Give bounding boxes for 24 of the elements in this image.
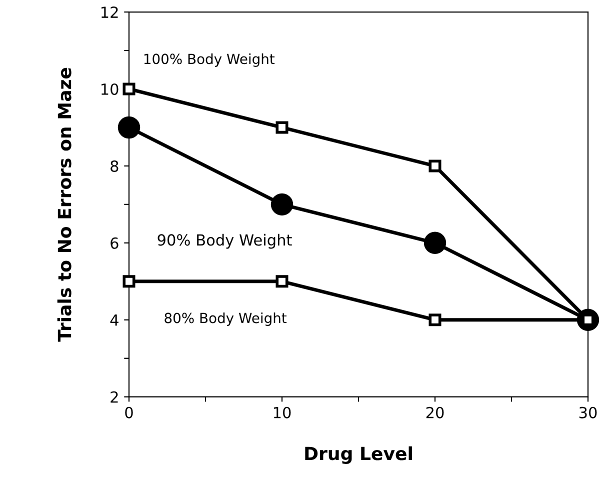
point [122, 275, 136, 288]
x-tick-label: 0 [125, 406, 133, 418]
x-tick-label: 20 [426, 406, 444, 418]
point [276, 121, 288, 134]
point [122, 82, 136, 96]
series-label: 100% Body Weight [144, 53, 275, 67]
y-tick-label: 4 [110, 314, 118, 326]
y-tick-label: 10 [102, 83, 118, 96]
point [424, 232, 446, 254]
x-tick-label: 30 [579, 406, 597, 418]
series-label: 90% Body Weight [158, 234, 292, 249]
y-tick-label: 2 [110, 391, 118, 403]
y-tick-label: 12 [102, 6, 118, 18]
series-label: 80% Body Weight [164, 312, 287, 326]
point [428, 160, 442, 172]
point [428, 314, 442, 326]
point [270, 193, 294, 216]
y-axis-title: Trials to No Errors on Maze [57, 68, 72, 342]
y-tick-label: 8 [110, 160, 118, 172]
y-tick-label: 6 [110, 237, 118, 249]
point [276, 275, 288, 288]
x-tick-label: 10 [274, 406, 291, 418]
x-axis-title: Drug Level [305, 446, 412, 464]
point [118, 116, 140, 139]
